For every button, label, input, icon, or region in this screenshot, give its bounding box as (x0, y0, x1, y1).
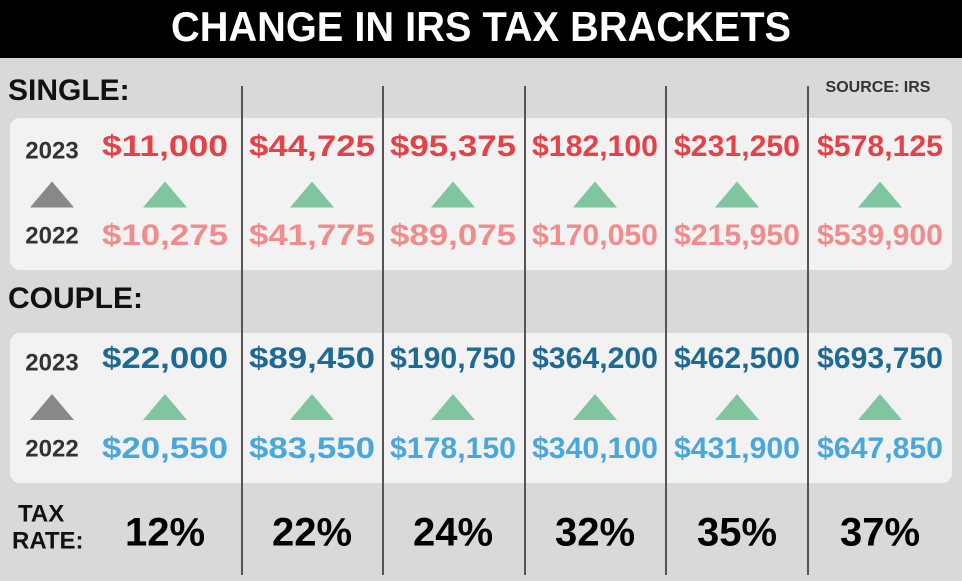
bracket-old: $170,050 (532, 219, 658, 252)
bracket-new: $182,100 (532, 130, 658, 163)
section-label: COUPLE: (8, 282, 143, 315)
up-arrow (573, 394, 617, 420)
bracket-new: $231,250 (674, 130, 800, 163)
up-arrow (30, 394, 74, 420)
tax-rate: 12% (125, 511, 205, 555)
bracket-old: $215,950 (674, 219, 800, 252)
bracket-old: $10,275 (102, 219, 228, 252)
title: CHANGE IN IRS TAX BRACKETS (171, 3, 791, 50)
single-panel (10, 118, 952, 270)
bracket-old: $178,150 (390, 432, 516, 465)
tax-rate-label: TAX (18, 500, 64, 527)
up-arrow (431, 181, 475, 208)
bracket-old: $647,850 (817, 432, 943, 465)
couple-panel (10, 333, 952, 483)
up-arrow (30, 181, 74, 208)
tax-rate: 24% (413, 511, 493, 555)
bracket-old: $340,100 (532, 432, 658, 465)
tax-rate-label: RATE: (12, 527, 84, 554)
bracket-new: $364,200 (532, 342, 658, 375)
up-arrow (431, 394, 475, 420)
tax-rate: 35% (697, 511, 777, 555)
dividers (241, 86, 809, 575)
tax-rate: 37% (840, 511, 920, 555)
bracket-new: $22,000 (102, 342, 228, 375)
bracket-new: $693,750 (817, 342, 943, 375)
up-arrow (573, 181, 617, 208)
bracket-new: $190,750 (390, 342, 516, 375)
up-arrow (143, 181, 187, 208)
up-arrow (715, 181, 759, 208)
bracket-old: $41,775 (249, 219, 375, 252)
year-label: 2023 (25, 349, 78, 376)
year-label: 2022 (25, 435, 78, 462)
bracket-old: $539,900 (817, 219, 943, 252)
tax-rate: 22% (272, 511, 352, 555)
tax-rate: 32% (555, 511, 635, 555)
bracket-old: $83,550 (249, 432, 375, 465)
up-arrow (143, 394, 187, 420)
year-label: 2023 (25, 137, 78, 164)
bracket-new: $11,000 (102, 130, 228, 163)
bracket-old: $20,550 (102, 432, 228, 465)
section-label: SINGLE: (8, 74, 130, 107)
year-label: 2022 (25, 222, 78, 249)
bracket-new: $44,725 (249, 130, 375, 163)
bracket-new: $95,375 (390, 130, 516, 163)
up-arrow (290, 394, 334, 420)
up-arrow (290, 181, 334, 208)
source: SOURCE: IRS (826, 79, 931, 96)
bracket-new: $89,450 (249, 342, 375, 375)
bracket-old: $431,900 (674, 432, 800, 465)
up-arrow (858, 394, 902, 420)
up-arrow (715, 394, 759, 420)
bracket-old: $89,075 (390, 219, 516, 252)
up-arrow (858, 181, 902, 208)
bracket-new: $462,500 (674, 342, 800, 375)
title-bar (0, 0, 962, 58)
bracket-new: $578,125 (817, 130, 943, 163)
